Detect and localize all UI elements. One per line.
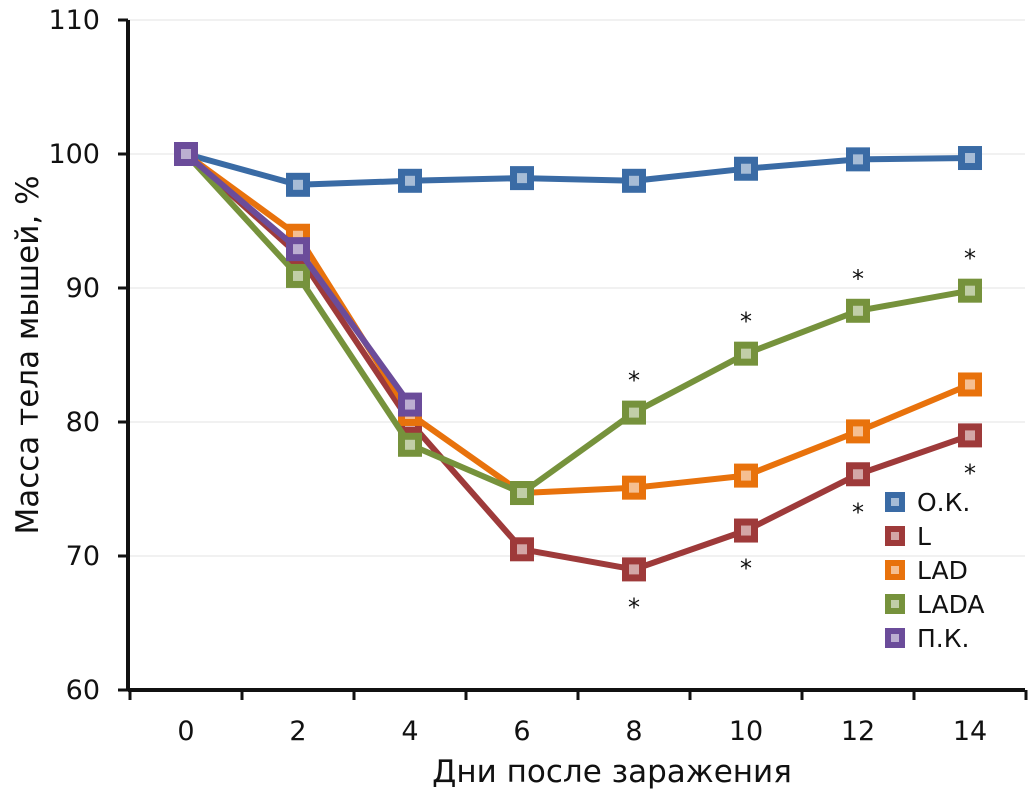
significance-star: * bbox=[628, 367, 640, 395]
x-tick-label: 14 bbox=[953, 716, 987, 747]
data-point-highlight bbox=[853, 469, 863, 480]
series-3 bbox=[174, 142, 982, 506]
x-tick-label: 2 bbox=[289, 716, 306, 747]
legend-label: L bbox=[917, 522, 931, 551]
data-point-highlight bbox=[517, 488, 527, 499]
data-point-highlight bbox=[181, 149, 191, 159]
data-point-highlight bbox=[965, 430, 975, 441]
data-point-highlight bbox=[629, 407, 639, 418]
series-line bbox=[185, 151, 971, 188]
data-point-highlight bbox=[853, 305, 863, 316]
series-line bbox=[184, 151, 972, 496]
significance-star: * bbox=[740, 555, 752, 583]
data-point-highlight bbox=[741, 525, 751, 536]
legend-item: L bbox=[885, 522, 931, 551]
legend-item: LAD bbox=[885, 556, 968, 585]
data-point-highlight bbox=[741, 348, 751, 359]
data-point-highlight bbox=[741, 470, 751, 481]
data-point-highlight bbox=[629, 564, 639, 575]
legend-item: LADA bbox=[885, 590, 985, 619]
x-tick-label: 12 bbox=[841, 716, 875, 747]
data-point-highlight bbox=[853, 154, 863, 165]
x-tick-label: 4 bbox=[401, 716, 418, 747]
y-tick-label: 70 bbox=[66, 541, 100, 572]
data-point-highlight bbox=[629, 175, 639, 186]
y-tick-label: 90 bbox=[66, 273, 100, 304]
data-point-highlight bbox=[853, 426, 863, 437]
data-point-highlight bbox=[405, 439, 415, 450]
data-point-highlight bbox=[965, 379, 975, 390]
significance-annotations: * * * * * * * * bbox=[628, 245, 976, 622]
x-tick-label: 6 bbox=[513, 716, 530, 747]
series-4 bbox=[174, 142, 982, 506]
series-1 bbox=[174, 142, 982, 197]
x-tick-label: 10 bbox=[729, 716, 763, 747]
legend-item: П.К. bbox=[885, 624, 969, 653]
data-point-highlight bbox=[629, 482, 639, 493]
x-tick-label: 0 bbox=[177, 716, 194, 747]
legend-label: П.К. bbox=[917, 624, 969, 653]
legend-swatch-highlight bbox=[891, 498, 899, 506]
y-tick-label: 100 bbox=[48, 139, 100, 170]
significance-star: * bbox=[628, 593, 640, 621]
data-point-highlight bbox=[293, 179, 303, 190]
data-point-highlight bbox=[517, 173, 527, 184]
data-point-highlight bbox=[741, 163, 751, 174]
series-line bbox=[183, 151, 971, 496]
data-point-highlight bbox=[293, 244, 303, 255]
x-axis-title: Дни после заражения bbox=[432, 754, 792, 790]
y-tick-label: 60 bbox=[66, 675, 100, 706]
significance-star: * bbox=[852, 498, 864, 526]
data-point-highlight bbox=[293, 270, 303, 281]
significance-star: * bbox=[740, 308, 752, 336]
data-point-highlight bbox=[517, 544, 527, 555]
y-axis-title: Масса тела мышей, % bbox=[10, 175, 46, 534]
data-point-highlight bbox=[293, 230, 303, 241]
legend-swatch-highlight bbox=[891, 532, 899, 540]
legend-label: О.К. bbox=[917, 488, 970, 517]
data-point-highlight bbox=[965, 153, 975, 164]
axes: 60 70 80 90 100 110 0 2 4 6 8 10 12 14 bbox=[48, 5, 1028, 747]
significance-star: * bbox=[964, 459, 976, 487]
legend-swatch-highlight bbox=[891, 566, 899, 574]
series-layer bbox=[174, 142, 982, 582]
significance-star: * bbox=[964, 245, 976, 273]
series-line bbox=[183, 151, 971, 573]
series-5 bbox=[174, 142, 422, 417]
significance-star: * bbox=[852, 265, 864, 293]
data-point-highlight bbox=[965, 285, 975, 296]
legend-label: LADA bbox=[917, 590, 985, 619]
y-tick-label: 110 bbox=[48, 5, 100, 36]
legend-swatch-highlight bbox=[891, 600, 899, 608]
x-tick-label: 8 bbox=[625, 716, 642, 747]
legend-label: LAD bbox=[917, 556, 968, 585]
data-point-highlight bbox=[405, 399, 415, 410]
legend-swatch-highlight bbox=[891, 634, 899, 642]
data-point-highlight bbox=[405, 175, 415, 186]
y-tick-label: 80 bbox=[66, 407, 100, 438]
gridlines bbox=[128, 19, 1025, 557]
legend: О.К. L LAD LADA П.К. bbox=[885, 488, 985, 653]
legend-item: О.К. bbox=[885, 488, 970, 517]
